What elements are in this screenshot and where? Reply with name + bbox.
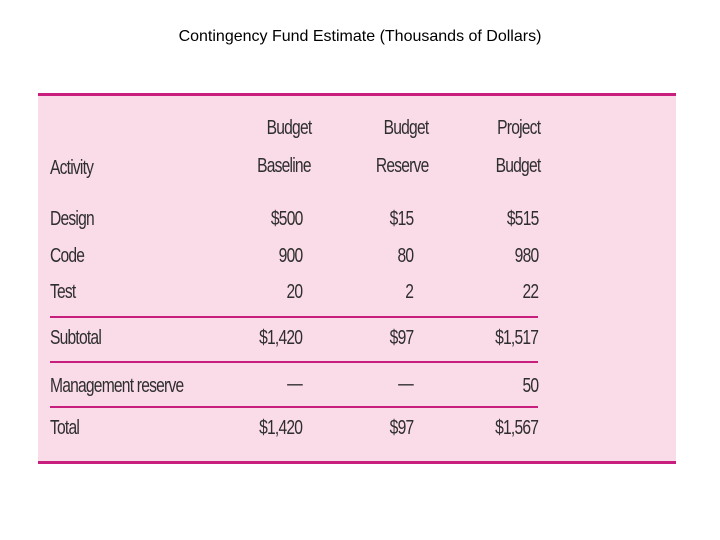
divider-rule [50, 406, 538, 408]
header-activity: Activity [50, 157, 94, 179]
row-activity: Code [50, 245, 85, 267]
header-baseline-line2: Baseline [257, 155, 311, 177]
row-project: $1,567 [494, 417, 539, 439]
row-reserve: $97 [389, 327, 413, 349]
header-baseline-line1: Budget [266, 117, 312, 139]
row-reserve: — [398, 373, 414, 395]
header-project-line1: Project [496, 117, 541, 139]
page-title: Contingency Fund Estimate (Thousands of … [178, 28, 542, 45]
row-activity: Subtotal [50, 327, 102, 349]
row-reserve: $15 [389, 208, 413, 230]
row-reserve: 2 [405, 281, 414, 303]
row-baseline: 20 [286, 281, 303, 303]
header-reserve-line1: Budget [383, 117, 429, 139]
row-baseline: — [287, 373, 303, 395]
header-reserve-line2: Reserve [375, 155, 428, 177]
divider-rule [50, 316, 538, 318]
row-activity: Total [50, 417, 80, 439]
row-project: $515 [506, 208, 538, 230]
row-baseline: $500 [270, 208, 302, 230]
contingency-table: Activity Budget Baseline Budget Reserve … [38, 93, 676, 464]
row-baseline: $1,420 [258, 327, 303, 349]
divider-rule [50, 361, 538, 363]
row-baseline: $1,420 [258, 417, 303, 439]
row-baseline: 900 [278, 245, 302, 267]
row-project: 22 [522, 281, 539, 303]
row-project: 980 [514, 245, 538, 267]
row-reserve: $97 [389, 417, 413, 439]
header-project-line2: Budget [495, 155, 541, 177]
row-reserve: 80 [397, 245, 414, 267]
row-activity: Design [50, 208, 95, 230]
row-project: 50 [522, 375, 539, 397]
row-activity: Management reserve [50, 375, 184, 397]
row-activity: Test [50, 281, 76, 303]
row-project: $1,517 [494, 327, 539, 349]
